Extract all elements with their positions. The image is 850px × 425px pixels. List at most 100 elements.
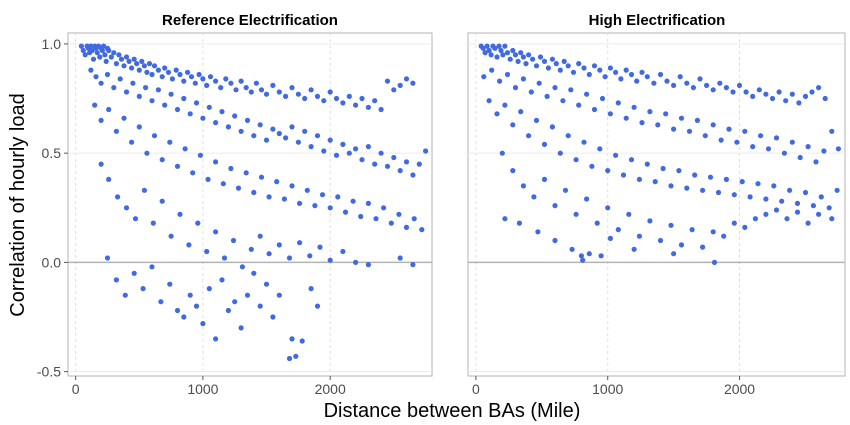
data-point [726, 126, 732, 132]
data-point [276, 292, 282, 298]
data-point [586, 251, 592, 257]
data-point [388, 220, 394, 226]
data-point [576, 61, 582, 67]
data-point [340, 141, 346, 147]
data-point [765, 146, 772, 152]
data-point [779, 198, 785, 204]
data-point [581, 65, 587, 71]
data-point [660, 165, 666, 172]
data-point [636, 233, 643, 239]
data-point [129, 139, 135, 145]
data-point [122, 292, 128, 298]
data-point [218, 85, 224, 91]
data-point [763, 196, 769, 202]
data-point [340, 100, 346, 106]
data-point [796, 100, 802, 106]
data-point [102, 52, 108, 58]
data-point [518, 50, 524, 56]
y-tick-label: 1.0 [42, 36, 62, 52]
data-point [126, 58, 132, 64]
data-point [591, 106, 598, 113]
data-point [510, 47, 516, 54]
data-point [144, 150, 150, 156]
data-point [586, 71, 592, 78]
data-point [283, 135, 289, 141]
data-point [174, 307, 181, 314]
data-point [167, 139, 173, 145]
data-point [750, 144, 756, 150]
data-point [270, 314, 276, 320]
data-point [615, 227, 621, 233]
data-point [671, 251, 677, 257]
data-point [704, 82, 710, 88]
data-point [416, 161, 422, 167]
data-point [723, 176, 730, 182]
points-left [78, 43, 429, 362]
data-point [106, 106, 112, 113]
data-point [88, 67, 94, 73]
data-point [700, 244, 706, 250]
data-point [104, 71, 111, 78]
data-point [350, 198, 356, 204]
data-point [773, 207, 780, 213]
data-point [295, 139, 301, 145]
data-point [552, 237, 558, 244]
data-point [644, 161, 650, 167]
data-point [378, 106, 384, 113]
data-point [342, 209, 349, 215]
data-point [206, 286, 212, 292]
data-point [139, 58, 145, 64]
data-point [488, 52, 494, 58]
data-point [232, 113, 238, 119]
data-point [541, 141, 548, 147]
data-point [668, 183, 674, 189]
data-point [94, 50, 100, 56]
data-point [594, 220, 600, 226]
data-point [92, 102, 98, 108]
data-point [225, 307, 231, 314]
data-point [707, 174, 714, 180]
panel-title-right: High Electrification [589, 12, 726, 29]
data-point [297, 200, 303, 206]
data-point [146, 61, 153, 67]
data-point [159, 74, 165, 80]
data-point [195, 220, 201, 226]
data-point [829, 128, 835, 134]
data-point [221, 255, 228, 261]
data-point [731, 192, 737, 198]
data-point [747, 194, 753, 200]
data-point [639, 69, 645, 75]
data-point [302, 95, 308, 102]
data-point [510, 168, 516, 174]
data-point [168, 91, 174, 97]
data-point [196, 71, 202, 78]
data-point [581, 139, 587, 145]
data-point [497, 78, 503, 84]
data-point [507, 56, 513, 62]
data-point [233, 87, 239, 93]
data-point [182, 146, 188, 152]
data-point [671, 126, 677, 132]
data-point [739, 179, 745, 185]
data-point [98, 117, 104, 123]
data-point [565, 63, 571, 69]
data-point [238, 325, 244, 331]
data-point [167, 281, 173, 287]
data-point [162, 65, 168, 71]
data-point [258, 174, 265, 180]
data-point [244, 117, 251, 123]
data-point [104, 255, 111, 261]
data-point [391, 154, 397, 161]
data-point [131, 270, 137, 276]
data-point [121, 115, 127, 121]
data-point [359, 95, 365, 102]
data-point [715, 189, 722, 196]
data-point [411, 216, 417, 222]
points-right [478, 43, 842, 265]
data-point [314, 133, 321, 139]
data-point [717, 80, 723, 86]
data-point [149, 71, 155, 78]
data-point [165, 69, 172, 75]
data-point [346, 93, 352, 99]
data-point [655, 122, 661, 128]
